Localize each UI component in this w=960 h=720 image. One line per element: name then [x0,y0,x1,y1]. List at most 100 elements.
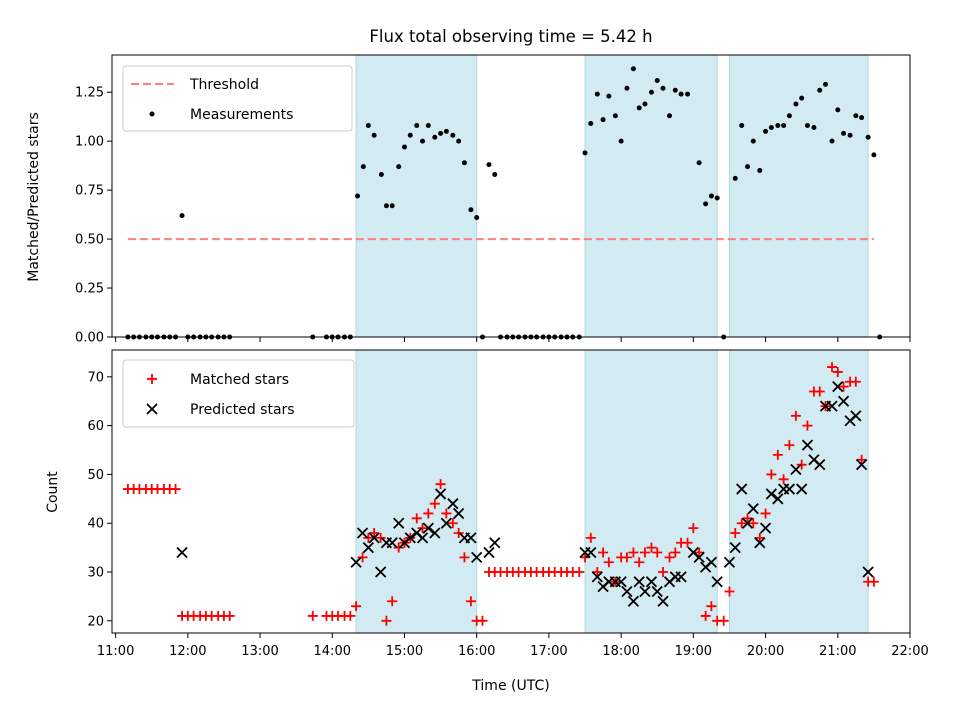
predicted-stars-point [591,571,603,583]
measurements-point [853,113,859,119]
predicted-stars-point [855,459,868,471]
matched-stars-point [603,557,614,568]
predicted-stars-point [765,488,777,500]
matched-stars-point [307,610,318,621]
matched-stars-point [730,527,741,538]
predicted-stars-point [386,537,398,549]
top-y-tick-label: 0.00 [75,331,104,346]
measurements-point [389,203,395,209]
bottom-y-tick-label: 60 [87,419,104,434]
matched-stars-point [718,615,729,626]
x-tick-label: 16:00 [458,644,495,659]
matched-stars-point [628,547,639,558]
measurements-point [750,138,756,144]
predicted-stars-point [657,595,669,607]
matched-stars-point [790,410,801,421]
bottom-y-tick-label: 40 [87,517,104,532]
matched-legend-swatch [147,374,157,384]
measurements-point [468,207,474,213]
matched-stars-point [447,518,458,529]
predicted-stars-point [440,517,453,529]
bottom-legend: Matched stars Predicted stars [122,359,355,428]
measurements-point [654,77,660,83]
predicted-stars-point [711,576,723,588]
measurements-point [456,138,462,144]
predicted-stars-point [826,400,838,412]
measurements-point [823,81,829,87]
predicted-stars-point [693,551,705,564]
matched-stars-point [856,454,867,465]
predicted-stars-point [796,483,808,495]
bottom-y-tick-label: 30 [87,566,104,581]
measurements-point [703,201,709,207]
predicted-stars-point [489,537,501,549]
measurements-point [859,115,865,121]
measurements-point [618,138,624,144]
measurements-point [407,132,413,138]
x-tick-label: 17:00 [530,644,567,659]
matched-stars-point [634,557,645,568]
measurements-point [371,132,377,138]
predicted-stars-point [350,556,362,568]
matched-stars-point [465,596,476,607]
measurements-point [847,132,853,138]
matched-stars-point [754,532,765,543]
measurements-point [588,121,594,127]
predicted-stars-point [832,380,844,393]
matched-stars-point [598,547,609,558]
predicted-stars-point [627,595,640,607]
matched-stars-point [736,518,747,529]
measurements-point [450,132,456,138]
predicted-stars-point [404,532,416,544]
measurements-point [804,123,810,128]
measurements-point [793,101,799,107]
measurements-point [811,124,817,130]
predicted-stars-point [790,463,802,476]
predicted-stars-point [850,410,862,422]
matched-stars-point [459,552,470,563]
matched-stars-point [784,440,795,451]
matched-stars-point [646,542,657,553]
bottom-y-tick-label: 70 [87,370,104,385]
top-y-tick-label: 0.75 [75,184,104,199]
measurements-point [841,130,847,136]
measurements-point [425,123,431,128]
measurements-point [763,128,769,134]
matched-stars-point [664,552,675,563]
measurements-point [624,85,630,91]
measurements-legend-swatch [149,111,155,117]
matched-stars-point [170,484,181,495]
matched-stars-point [802,420,813,431]
predicted-stars-point [465,532,477,544]
predicted-stars-point [651,585,663,598]
matched-stars-point [766,469,777,480]
matched-stars-point [621,552,632,563]
matched-stars-point [369,527,380,538]
matched-stars-point [351,601,362,612]
measurements-point [685,91,691,97]
top-chart-title: Flux total observing time = 5.42 h [369,27,652,46]
measurements-point [594,91,600,97]
top-observing-window-2 [728,54,869,338]
measurements-point [383,203,389,209]
measurements-point [648,89,654,95]
measurements-legend-label: Measurements [190,107,293,123]
predicted-stars-point [368,532,380,544]
predicted-stars-point [723,556,736,568]
predicted-stars-point [862,566,874,578]
matched-legend-label: Matched stars [190,372,289,388]
x-tick-label: 21:00 [819,644,856,659]
measurements-point [378,171,384,177]
predicted-stars-point [393,517,405,529]
threshold-legend-label: Threshold [189,77,259,93]
predicted-stars-point [747,502,759,515]
measurements-point [871,152,877,158]
top-y-tick-label: 0.50 [75,233,104,248]
bottom-panel: 20 30 40 50 60 70 11:00 12:00 13:00 14:00 15:00 16:… [87,349,929,659]
predicted-stars-point [675,571,687,583]
matched-stars-point [832,366,843,377]
matched-stars-point [441,508,452,519]
bottom-y-axis-label: Count [45,471,61,513]
measurements-point [696,160,702,166]
